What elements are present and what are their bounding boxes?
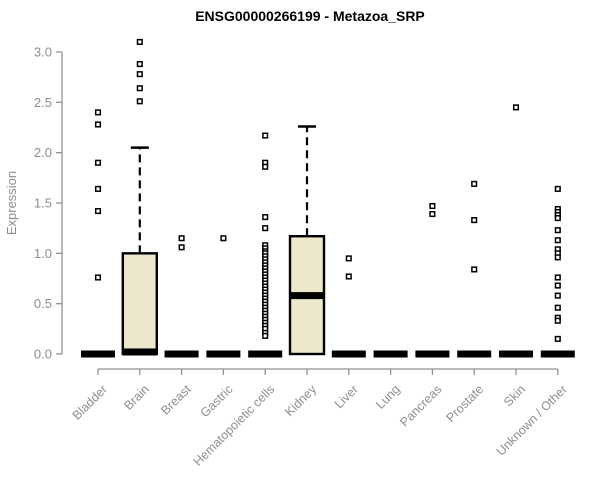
x-tick-label-breast: Breast bbox=[158, 382, 194, 418]
median-liver bbox=[331, 350, 366, 358]
y-axis-label: Expression bbox=[4, 171, 19, 235]
median-gastric bbox=[206, 350, 241, 358]
x-tick-label-skin: Skin bbox=[501, 382, 528, 409]
x-tick-label-liver: Liver bbox=[332, 382, 361, 411]
outlier-point-bladder bbox=[94, 159, 102, 166]
x-tick-label-unknown-other: Unknown / Other bbox=[494, 382, 570, 458]
median-lung bbox=[373, 350, 408, 358]
outlier-point-unknown-other bbox=[554, 274, 561, 281]
median-skin bbox=[499, 350, 533, 358]
outlier-point-skin bbox=[512, 104, 520, 111]
outlier-point-hematopoietic-cells bbox=[262, 163, 269, 170]
chart-title: ENSG00000266199 - Metazoa_SRP bbox=[195, 8, 425, 24]
outlier-point-unknown-other bbox=[554, 292, 561, 299]
outlier-point-gastric bbox=[220, 235, 227, 242]
outlier-point-brain bbox=[136, 85, 143, 92]
median-kidney bbox=[290, 292, 324, 300]
outlier-point-breast bbox=[178, 235, 185, 242]
outlier-point-hematopoietic-cells bbox=[262, 332, 269, 339]
outlier-point-unknown-other bbox=[554, 335, 561, 342]
outlier-point-liver bbox=[345, 255, 352, 262]
y-tick-label: 1.5 bbox=[34, 196, 52, 211]
outlier-point-bladder bbox=[94, 185, 102, 192]
y-tick-label: 3.0 bbox=[34, 45, 52, 60]
median-unknown-other bbox=[540, 350, 575, 358]
outlier-point-brain bbox=[136, 61, 143, 68]
outlier-point-pancreas bbox=[429, 211, 436, 218]
outlier-point-bladder bbox=[94, 274, 102, 281]
median-bladder bbox=[81, 350, 115, 358]
outlier-point-breast bbox=[178, 244, 185, 251]
median-brain bbox=[122, 348, 157, 356]
outlier-point-brain bbox=[136, 98, 143, 105]
median-pancreas bbox=[415, 350, 450, 358]
median-prostate bbox=[457, 350, 492, 358]
outlier-point-unknown-other bbox=[554, 215, 561, 222]
outlier-point-liver bbox=[345, 273, 352, 280]
outlier-point-prostate bbox=[471, 180, 478, 187]
outlier-point-bladder bbox=[94, 121, 102, 128]
x-tick-label-pancreas: Pancreas bbox=[397, 382, 444, 429]
outlier-point-hematopoietic-cells bbox=[262, 214, 269, 221]
box-brain bbox=[121, 252, 159, 356]
outlier-point-bladder bbox=[94, 208, 102, 215]
median-hematopoietic-cells bbox=[248, 350, 283, 358]
outlier-point-unknown-other bbox=[554, 304, 561, 311]
outlier-point-unknown-other bbox=[554, 227, 561, 234]
y-tick-label: 2.0 bbox=[34, 145, 52, 160]
outlier-point-unknown-other bbox=[554, 254, 561, 261]
median-breast bbox=[164, 350, 199, 358]
outlier-point-brain bbox=[136, 38, 143, 45]
outlier-point-prostate bbox=[471, 266, 478, 273]
x-tick-label-bladder: Bladder bbox=[70, 382, 110, 422]
y-tick-label: 0.5 bbox=[34, 296, 52, 311]
outlier-point-hematopoietic-cells bbox=[262, 132, 269, 139]
outlier-point-prostate bbox=[471, 217, 478, 224]
outlier-point-unknown-other bbox=[554, 317, 561, 324]
outlier-point-brain bbox=[136, 71, 143, 78]
x-tick-label-kidney: Kidney bbox=[282, 382, 319, 419]
x-tick-label-lung: Lung bbox=[373, 382, 403, 412]
x-tick-label-brain: Brain bbox=[121, 382, 152, 413]
x-tick-label-hematopoietic-cells: Hematopoietic cells bbox=[191, 382, 278, 469]
outlier-point-unknown-other bbox=[554, 282, 561, 289]
outlier-point-hematopoietic-cells bbox=[262, 225, 269, 232]
y-tick-label: 1.0 bbox=[34, 246, 52, 261]
outlier-point-pancreas bbox=[429, 202, 436, 210]
outlier-point-bladder bbox=[94, 109, 102, 116]
x-tick-label-gastric: Gastric bbox=[198, 382, 236, 420]
y-tick-label: 2.5 bbox=[34, 95, 52, 110]
y-tick-label: 0.0 bbox=[34, 347, 52, 362]
outlier-point-unknown-other bbox=[554, 237, 561, 244]
x-tick-label-prostate: Prostate bbox=[443, 382, 486, 425]
outlier-point-unknown-other bbox=[554, 185, 561, 192]
